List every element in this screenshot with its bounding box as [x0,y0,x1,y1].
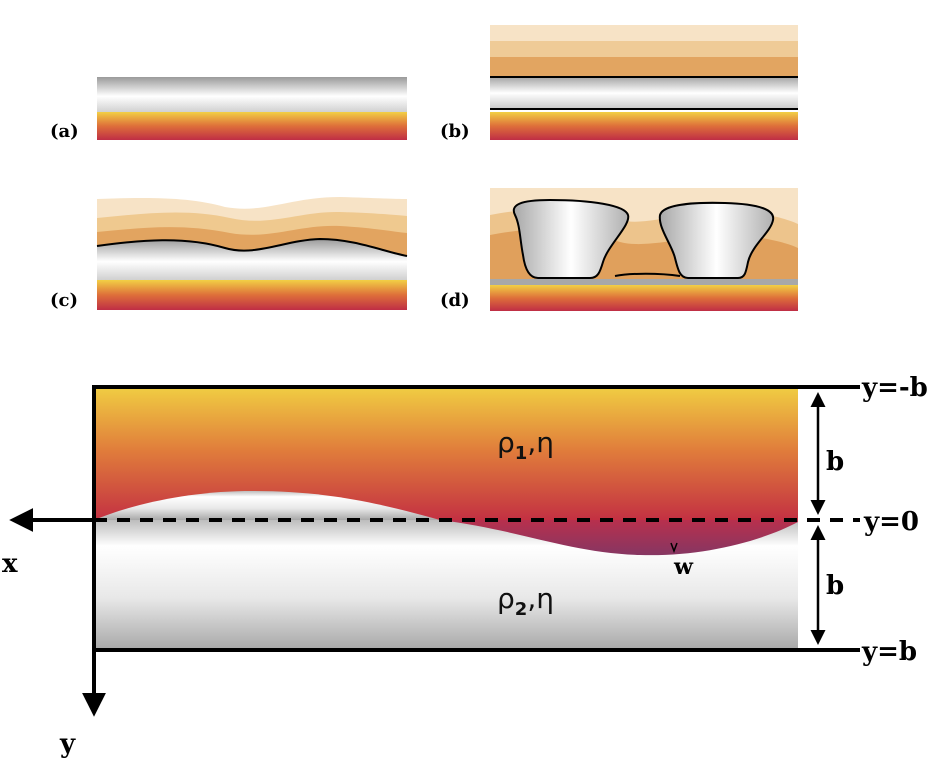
panel-c-fluid-layer [97,280,407,310]
panel-d-gray-film [490,279,798,285]
lower-gap-label: b [826,571,844,601]
panel-a-fluid-layer [97,112,407,140]
panel-b-sand-bottom [490,57,798,77]
interface-dip [440,520,798,556]
panel-b-fluid-layer [490,112,798,140]
lower-fluid-label: ρ2,η [497,582,554,620]
panel-d-label: (d) [440,290,470,311]
panel-c-label: (c) [50,290,78,311]
panel-c: (c) [50,197,408,311]
panel-d-bubble-left [512,198,630,279]
panel-d: (d) [440,188,798,311]
panel-d-contact-line [614,272,681,277]
panel-d-bubble-right [658,201,775,279]
panel-a-label: (a) [50,121,79,142]
panel-b-label: (b) [440,121,470,142]
panel-c-interface-line [96,237,408,257]
displacement-label: w [673,554,694,580]
panel-b-sand-middle [490,41,798,57]
main-diagram: ρ1,η ρ2,η x y w y=-b y=0 y=b b b [2,373,928,759]
upper-fluid-label: ρ1,η [497,426,554,464]
interface-bump [94,490,440,520]
panel-d-fluid-layer [490,285,798,311]
interface-label: y=0 [863,507,919,537]
panel-b-gray-layer [490,77,798,109]
panel-c-gray-wave [97,239,407,280]
top-wall-label: y=-b [861,373,928,403]
panel-b-sand-top [490,25,798,41]
displacement-tick [670,542,678,554]
panel-a-gray-layer [97,77,407,112]
x-axis-label: x [2,549,18,579]
y-axis-label: y [59,729,76,759]
upper-gap-label: b [826,447,844,477]
panel-b: (b) [440,25,798,142]
panel-a: (a) [50,77,407,142]
bottom-wall-label: y=b [861,637,917,667]
